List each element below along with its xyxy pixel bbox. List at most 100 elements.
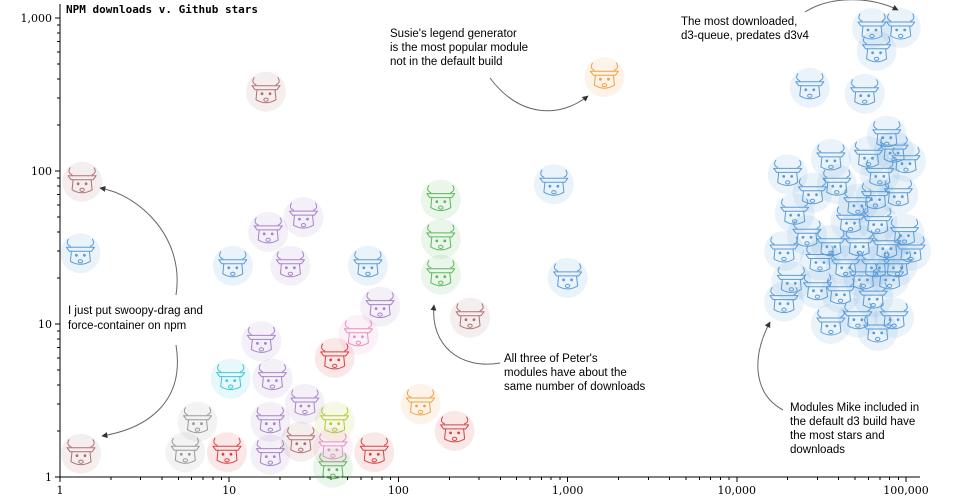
point-halo xyxy=(207,432,247,473)
annotation-queue: The most downloaded, d3-queue, predates … xyxy=(681,16,809,42)
data-point xyxy=(165,432,206,473)
point-face-icon xyxy=(553,263,583,290)
point-face-icon xyxy=(805,246,835,272)
point-halo xyxy=(857,202,898,243)
point-halo xyxy=(789,67,830,108)
point-face-icon xyxy=(886,13,916,40)
point-face-icon xyxy=(816,230,846,257)
data-point xyxy=(886,141,926,182)
point-halo xyxy=(210,358,251,399)
point-halo xyxy=(314,337,355,378)
point-halo xyxy=(878,174,919,215)
point-halo xyxy=(837,297,878,338)
point-face-icon xyxy=(857,13,887,40)
point-face-icon xyxy=(426,185,456,212)
point-face-icon xyxy=(320,407,350,434)
point-face-icon xyxy=(170,437,200,464)
point-face-icon xyxy=(212,437,242,464)
point-face-icon xyxy=(798,178,827,205)
data-point xyxy=(250,401,291,442)
data-point xyxy=(820,272,861,313)
point-halo xyxy=(312,447,353,488)
point-halo xyxy=(314,401,355,442)
point-halo xyxy=(774,193,815,234)
point-halo xyxy=(246,71,286,112)
data-point xyxy=(856,30,897,71)
data-point xyxy=(354,432,395,473)
data-point xyxy=(830,201,871,242)
x-tick-label: 1,000 xyxy=(552,484,584,497)
point-face-icon xyxy=(879,303,909,330)
data-point xyxy=(857,311,898,351)
point-face-icon xyxy=(216,364,246,391)
y-tick-label: 1 xyxy=(45,471,52,484)
point-face-icon xyxy=(289,202,318,229)
point-face-icon xyxy=(769,236,799,263)
data-point xyxy=(852,8,892,48)
point-face-icon xyxy=(780,198,810,225)
point-face-icon xyxy=(246,326,276,353)
x-tick-label: 10,000 xyxy=(718,484,757,497)
point-halo xyxy=(771,261,812,302)
data-point xyxy=(246,71,286,112)
data-point xyxy=(207,432,247,473)
data-point xyxy=(869,257,910,298)
point-halo xyxy=(165,432,206,473)
point-face-icon xyxy=(66,439,96,466)
point-halo xyxy=(886,141,926,182)
point-face-icon xyxy=(253,217,283,244)
point-face-icon xyxy=(891,147,921,174)
point-halo xyxy=(857,311,898,351)
data-point xyxy=(891,231,931,271)
point-halo xyxy=(250,434,291,475)
point-face-icon xyxy=(844,230,874,257)
point-face-icon xyxy=(353,251,383,278)
point-face-icon xyxy=(65,238,95,265)
point-halo xyxy=(547,257,588,298)
data-point xyxy=(767,154,808,195)
arrow-swoopy-up xyxy=(99,185,178,296)
point-face-icon xyxy=(843,303,873,330)
point-halo xyxy=(874,297,915,338)
point-face-icon xyxy=(440,416,470,443)
data-points xyxy=(60,8,931,488)
data-point xyxy=(810,138,851,179)
point-halo xyxy=(252,358,293,399)
point-face-icon xyxy=(875,263,905,290)
data-point xyxy=(816,164,857,205)
point-halo xyxy=(848,136,889,177)
point-face-icon xyxy=(286,427,316,454)
annotation-arrows xyxy=(99,0,899,439)
data-point xyxy=(241,321,282,362)
point-face-icon xyxy=(318,453,348,480)
point-face-icon xyxy=(67,167,97,194)
data-point xyxy=(360,286,401,327)
point-halo xyxy=(177,401,218,442)
point-face-icon xyxy=(863,316,893,343)
point-halo xyxy=(852,8,892,48)
arrow-swoopy-down xyxy=(101,344,178,439)
axes: 1 10 100 1,000 10,000 100,000 1 10 100 1,000 xyxy=(21,4,929,497)
point-halo xyxy=(810,138,851,179)
point-face-icon xyxy=(776,266,806,293)
point-face-icon xyxy=(831,251,861,278)
point-halo xyxy=(866,115,907,156)
data-point xyxy=(250,434,291,475)
point-face-icon xyxy=(848,263,878,290)
point-halo xyxy=(283,197,324,238)
data-point xyxy=(280,421,321,462)
annotation-peter: All three of Peter's modules have about … xyxy=(504,353,646,393)
point-halo xyxy=(810,304,851,344)
data-point xyxy=(60,233,101,274)
point-halo xyxy=(284,384,325,424)
point-halo xyxy=(248,211,289,252)
point-halo xyxy=(859,154,900,195)
data-point xyxy=(312,427,353,468)
arrow-peter xyxy=(430,304,501,365)
arrow-mike xyxy=(757,321,784,411)
annotation-swoopy: I just put swoopy-drag and force-contain… xyxy=(68,305,206,332)
data-point xyxy=(839,224,880,265)
point-halo xyxy=(533,164,574,205)
point-halo xyxy=(241,321,282,362)
data-point xyxy=(874,131,915,172)
